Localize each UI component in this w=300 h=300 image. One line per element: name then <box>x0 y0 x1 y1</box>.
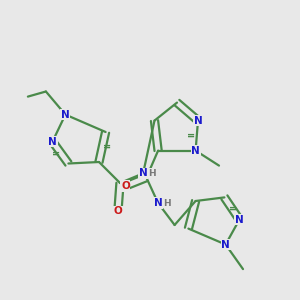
Text: =: = <box>103 141 112 152</box>
Text: N: N <box>154 198 163 208</box>
Text: N: N <box>194 116 202 126</box>
Text: N: N <box>191 146 200 156</box>
Text: =: = <box>187 130 196 141</box>
Text: O: O <box>121 181 130 191</box>
Text: N: N <box>48 136 57 147</box>
Text: H: H <box>164 199 171 208</box>
Text: N: N <box>139 168 148 178</box>
Text: =: = <box>229 204 238 214</box>
Text: O: O <box>113 206 122 217</box>
Text: N: N <box>61 110 70 120</box>
Text: N: N <box>235 214 244 225</box>
Text: H: H <box>148 169 156 178</box>
Text: =: = <box>52 148 61 159</box>
Text: N: N <box>221 239 230 250</box>
